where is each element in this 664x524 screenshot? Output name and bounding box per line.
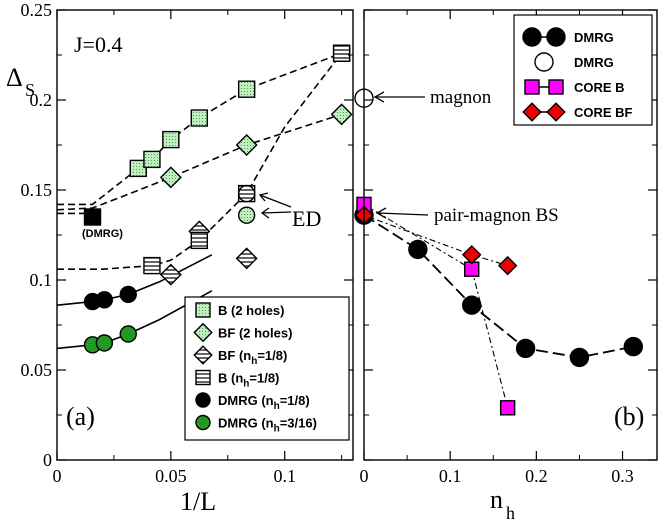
legend-b-label: CORE B xyxy=(574,80,625,95)
panel-b: 0 0.1 0.2 0.3 (b) magnon pair-magnon BS n h… xyxy=(354,9,658,523)
panel-a-y-tick-label: 0.2 xyxy=(30,90,53,110)
legend-b-swatch xyxy=(524,79,540,95)
panel-a-label: (a) xyxy=(66,402,95,431)
panel-b-x-tick-label: 0.2 xyxy=(525,466,548,486)
legend-a-swatch xyxy=(193,345,213,365)
panel-b-label: (b) xyxy=(614,402,644,431)
legend-a-label: DMRG (nh=1/8) xyxy=(218,393,310,412)
panel-a-x-tick-label: 0 xyxy=(53,466,62,486)
marker-dmrg xyxy=(515,338,536,359)
marker-dmrg xyxy=(623,336,644,357)
panel-a-y-tick-label: 0.25 xyxy=(21,0,53,20)
legend-a-swatch xyxy=(195,392,211,408)
legend-b-label: DMRG xyxy=(574,30,614,45)
panel-a-axes: 0 0.05 0.1 0 0.05 0.1 0.15 0.2 0.25 xyxy=(21,0,354,486)
x-axis-title-b: n xyxy=(490,485,503,514)
marker-bf-n-h-1-8 xyxy=(235,247,258,270)
panel-a-y-tick-label: 0.15 xyxy=(21,180,53,200)
marker-dmrg-n-h-1-8 xyxy=(119,285,137,304)
legend-b-swatch xyxy=(546,27,566,47)
fit-curve-3 xyxy=(57,52,343,271)
fit-curve-0 xyxy=(57,52,342,206)
marker-ed-point xyxy=(237,184,256,203)
ed-annotation: ED xyxy=(292,206,321,231)
legend-a-label: DMRG (nh=3/16) xyxy=(218,416,317,435)
panel-a: 0 0.05 0.1 0 0.05 0.1 0.15 0.2 0.25 J=0.4 (a) (D… xyxy=(6,0,354,516)
marker-dmrg xyxy=(569,347,590,368)
legend-b-swatch xyxy=(546,102,566,122)
marker-dmrg-n-h-1-8 xyxy=(95,291,114,309)
legend-a-swatch xyxy=(195,414,211,431)
legend-a-swatch xyxy=(195,369,211,386)
panel-b-markers xyxy=(354,88,644,416)
marker-dmrg-n-h-3-16 xyxy=(119,325,137,343)
legend-a-label: B (2 holes) xyxy=(218,303,284,318)
panel-a-y-tick-label: 0.1 xyxy=(30,270,53,290)
panel-b-x-tick-label: 0.3 xyxy=(611,466,634,486)
panel-a-legend: B (2 holes) BF (2 holes) BF (nh=1/8) B (nh=… xyxy=(184,296,350,441)
marker-b-n-h-1-8 xyxy=(190,231,209,250)
panel-a-x-tick-label: 0.05 xyxy=(155,466,187,486)
panel-a-y-tick-label: 0 xyxy=(43,450,52,470)
marker-dmrg xyxy=(462,295,482,315)
marker-ed-point xyxy=(237,206,256,224)
dmrg-annotation: (DMRG) xyxy=(82,228,123,240)
marker-dmrg-n-h-3-16 xyxy=(95,334,114,352)
legend-b-swatch xyxy=(522,102,542,122)
pair-magnon-annotation: pair-magnon BS xyxy=(434,205,559,226)
panel-a-x-tick-label: 0.1 xyxy=(273,466,296,486)
panel-a-markers xyxy=(83,44,353,354)
marker-bf-2-holes xyxy=(159,166,182,189)
panel-b-arrows xyxy=(373,91,429,219)
marker-bf-2-holes xyxy=(235,134,258,156)
x-axis-title-a: 1/L xyxy=(180,487,216,516)
marker-b-2-holes xyxy=(162,130,180,149)
marker-bf-n-h-1-8 xyxy=(159,263,182,286)
marker-core-b xyxy=(499,400,516,416)
series-line-dmrg-0 xyxy=(363,214,634,359)
legend-a-label: B (nh=1/8) xyxy=(218,371,279,390)
y-axis-title-sub: S xyxy=(25,80,35,100)
legend-b-swatch xyxy=(522,27,542,47)
series-line-core-b-2 xyxy=(363,203,509,408)
panel-b-lines xyxy=(363,203,634,408)
legend-a-swatch xyxy=(195,302,211,318)
legend-b-swatch xyxy=(548,79,564,95)
marker-dmrg xyxy=(408,239,428,260)
marker-b-2-holes xyxy=(237,80,256,98)
marker-core-bf xyxy=(497,255,518,276)
legend-a-label: BF (2 holes) xyxy=(218,326,292,341)
x-axis-title-b-sub: h xyxy=(506,503,515,523)
fit-curve-1 xyxy=(56,113,342,211)
marker-b-2-holes xyxy=(129,159,147,178)
ed-arrows xyxy=(258,192,292,219)
marker-bf-2-holes xyxy=(330,103,353,126)
marker-b-2-holes xyxy=(190,109,209,127)
panel-b-x-tick-label: 0 xyxy=(360,466,369,486)
legend-b-label: DMRG xyxy=(574,55,614,70)
panel-b-legend: DMRG DMRG CORE B CORE BF xyxy=(513,14,653,126)
legend-a-swatch xyxy=(193,322,213,343)
marker-b-2-holes xyxy=(143,150,161,169)
legend-b-swatch xyxy=(534,52,554,72)
marker-b-n-h-1-8 xyxy=(143,256,161,275)
magnon-annotation: magnon xyxy=(430,87,492,108)
marker-b-n-h-1-8 xyxy=(332,44,351,62)
panel-a-y-tick-label: 0.05 xyxy=(21,360,53,380)
legend-a-box xyxy=(184,296,350,441)
marker-dmrg-point xyxy=(83,208,102,226)
y-axis-title: Δ xyxy=(6,63,23,92)
legend-a-label: BF (nh=1/8) xyxy=(218,348,287,367)
legend-b-label: CORE BF xyxy=(574,105,633,120)
marker-core-bf xyxy=(461,245,482,265)
panel-a-annotation: J=0.4 xyxy=(74,32,122,57)
panel-b-x-tick-label: 0.1 xyxy=(439,466,462,486)
